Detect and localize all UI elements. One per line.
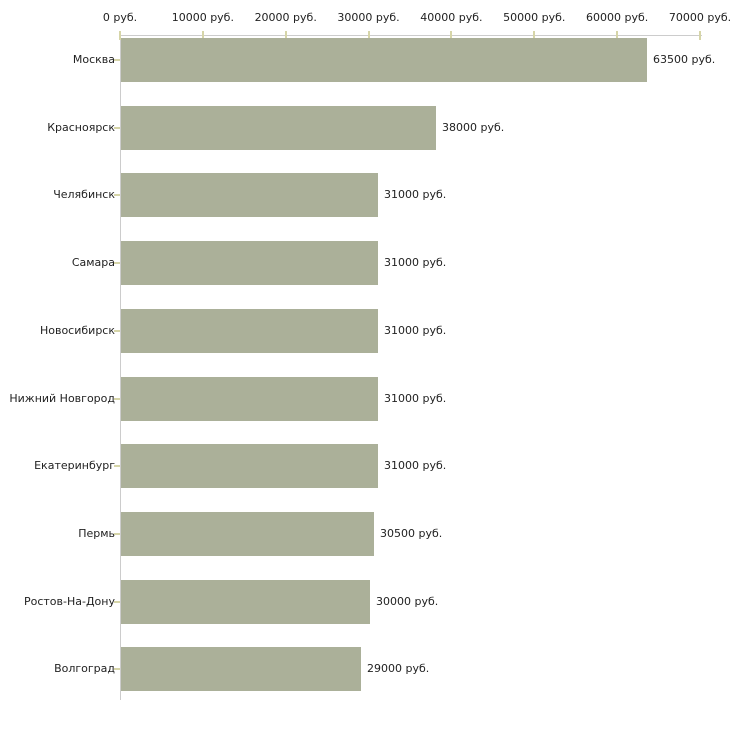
x-axis-tick-label: 20000 руб. xyxy=(254,11,317,24)
x-axis-tick-label: 50000 руб. xyxy=(503,11,566,24)
value-label: 29000 руб. xyxy=(367,662,430,675)
value-label: 31000 руб. xyxy=(384,324,447,337)
bar xyxy=(121,173,378,217)
x-axis-tick-label: 40000 руб. xyxy=(420,11,483,24)
category-label: Пермь xyxy=(78,527,115,540)
y-axis-tick-mark xyxy=(114,601,120,603)
y-axis-tick-mark xyxy=(114,194,120,196)
x-axis-tick-mark xyxy=(616,31,619,40)
bar xyxy=(121,580,370,624)
value-label: 63500 руб. xyxy=(653,53,716,66)
x-axis-tick-label: 10000 руб. xyxy=(171,11,234,24)
value-label: 30500 руб. xyxy=(380,527,443,540)
x-axis-tick-label: 70000 руб. xyxy=(668,11,730,24)
value-label: 31000 руб. xyxy=(384,256,447,269)
bar xyxy=(121,241,378,285)
x-axis-tick-mark xyxy=(367,31,370,40)
x-axis-tick-label: 60000 руб. xyxy=(586,11,649,24)
category-label: Самара xyxy=(71,256,115,269)
category-label: Ростов-На-Дону xyxy=(23,595,115,608)
y-axis-tick-mark xyxy=(114,330,120,332)
value-label: 30000 руб. xyxy=(376,595,439,608)
y-axis-tick-mark xyxy=(114,533,120,535)
y-axis-tick-mark xyxy=(114,668,120,670)
bar xyxy=(121,38,647,82)
x-axis-tick-mark xyxy=(699,31,701,40)
category-label: Красноярск xyxy=(47,121,115,134)
bar xyxy=(121,647,361,691)
category-label: Челябинск xyxy=(53,188,115,201)
x-axis-tick-mark xyxy=(119,31,121,40)
x-axis-tick-mark xyxy=(284,31,287,40)
bar xyxy=(121,444,378,488)
y-axis-tick-mark xyxy=(114,127,120,129)
x-axis-tick-mark xyxy=(450,31,453,40)
value-label: 31000 руб. xyxy=(384,188,447,201)
bar xyxy=(121,309,378,353)
value-label: 31000 руб. xyxy=(384,459,447,472)
y-axis-tick-mark xyxy=(114,398,120,400)
category-label: Нижний Новгород xyxy=(9,392,115,405)
x-axis-line xyxy=(120,35,702,36)
x-axis-tick-label: 30000 руб. xyxy=(337,11,400,24)
value-label: 38000 руб. xyxy=(442,121,505,134)
category-label: Екатеринбург xyxy=(34,459,115,472)
x-axis-tick-mark xyxy=(201,31,204,40)
y-axis-tick-mark xyxy=(114,465,120,467)
x-axis-tick-mark xyxy=(533,31,536,40)
value-label: 31000 руб. xyxy=(384,392,447,405)
category-label: Волгоград xyxy=(54,662,115,675)
bar xyxy=(121,106,436,150)
x-axis-tick-label: 0 руб. xyxy=(102,11,138,24)
y-axis-tick-mark xyxy=(114,262,120,264)
y-axis-tick-mark xyxy=(114,59,120,61)
bar xyxy=(121,512,374,556)
category-label: Новосибирск xyxy=(39,324,115,337)
bar xyxy=(121,377,378,421)
y-axis-line xyxy=(120,35,121,700)
category-label: Москва xyxy=(72,53,115,66)
